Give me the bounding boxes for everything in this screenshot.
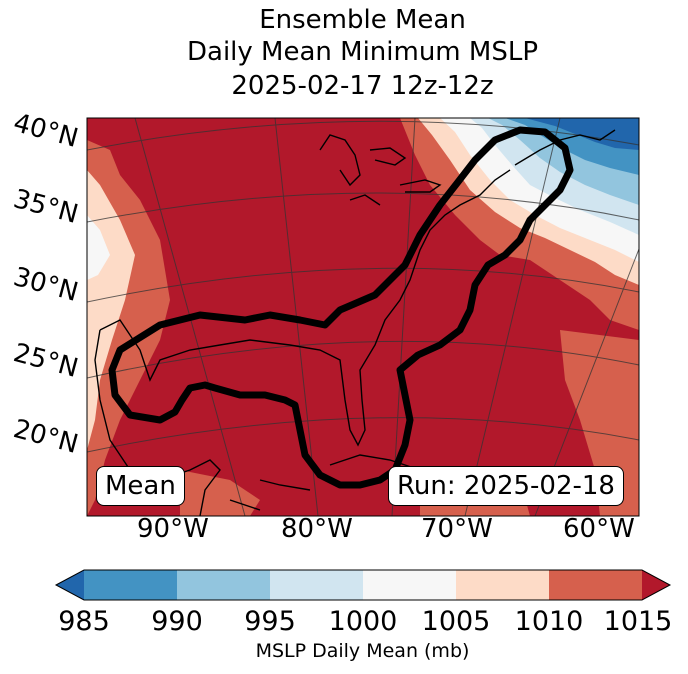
contour-1015 <box>108 126 574 489</box>
coast-maritimes <box>514 129 616 166</box>
colorbar-tick-1000: 1000 <box>328 606 398 637</box>
colorbar-tick-990: 990 <box>151 606 203 637</box>
colorbar-tick-1015: 1015 <box>603 606 673 637</box>
map-plot <box>86 117 640 517</box>
colorbar-tick-995: 995 <box>244 606 296 637</box>
colorbar-bin-985-990 <box>84 570 177 600</box>
colorbar-tick-1005: 1005 <box>421 606 491 637</box>
colorbar-tick-1010: 1010 <box>514 606 584 637</box>
gridline-lon-70 <box>391 118 416 516</box>
colorbar-bin-1005-1010 <box>456 570 549 600</box>
colorbar-bin-1010-1015 <box>549 570 642 600</box>
gridline-lat-25 <box>87 340 639 379</box>
colorbar-bin-1000-1005 <box>363 570 456 600</box>
graticule <box>87 118 639 516</box>
gridline-lat-40 <box>87 120 639 151</box>
chart-title-line-1: Ensemble Mean <box>259 5 466 35</box>
lon-label-60w: 60°W <box>563 514 635 544</box>
colorbar-bin-990-995 <box>177 570 270 600</box>
mean-box: Mean <box>96 466 185 506</box>
colorbar-outline <box>54 569 672 601</box>
colorbar-bin-1015-1020 <box>642 570 670 600</box>
colorbar-bin-980-985 <box>56 570 84 600</box>
colorbar-label: MSLP Daily Mean (mb) <box>255 640 470 662</box>
colorbar-tick-985: 985 <box>58 606 110 637</box>
map-frame <box>86 117 640 517</box>
run-date-box: Run: 2025-02-18 <box>388 466 624 506</box>
chart-title-line-2: Daily Mean Minimum MSLP <box>186 37 538 67</box>
lon-label-70w: 70°W <box>421 514 493 544</box>
coast-great-lakes <box>319 134 442 206</box>
colorbar-bin-995-1000 <box>270 570 363 600</box>
gridline-lon-50 <box>534 247 639 516</box>
field-west-1000 <box>87 215 110 280</box>
coast-gulf <box>99 169 511 447</box>
gridline-lat-35 <box>87 192 639 223</box>
chart-title-line-3: 2025-02-17 12z-12z <box>231 71 494 101</box>
gridline-lat-20 <box>87 417 639 453</box>
gridline-lon-60 <box>464 118 561 516</box>
lon-label-90w: 90°W <box>137 514 209 544</box>
lon-label-80w: 80°W <box>281 514 353 544</box>
gridline-lat-30 <box>87 267 639 303</box>
field-sw-1010 <box>180 470 260 516</box>
field-east-980 <box>525 118 639 150</box>
